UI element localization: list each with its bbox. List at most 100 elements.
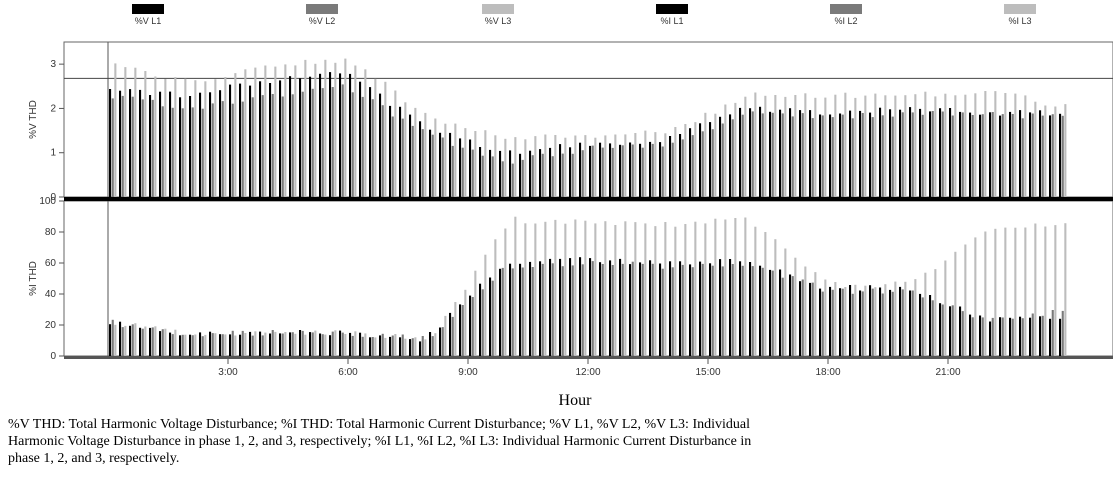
- bar--i-l3: [434, 333, 437, 356]
- bar--v-l3: [1054, 106, 1057, 197]
- bar--v-l1: [309, 76, 312, 197]
- bar--i-l2: [251, 335, 254, 356]
- bar--v-l3: [314, 63, 317, 197]
- bar--v-l3: [444, 123, 447, 197]
- bar--v-l1: [689, 128, 692, 197]
- bar--v-l3: [254, 67, 257, 197]
- bar--v-l2: [481, 155, 484, 197]
- bar--v-l3: [494, 135, 497, 197]
- legend-swatch: [1004, 4, 1036, 14]
- bar--i-l1: [129, 325, 132, 356]
- bar--i-l1: [379, 335, 382, 356]
- x-tick-label: 6:00: [338, 367, 358, 378]
- bar--v-l2: [261, 95, 264, 197]
- bar--i-l1: [979, 315, 982, 356]
- bar--v-l1: [549, 147, 552, 197]
- bar--i-l3: [524, 223, 527, 356]
- bar--i-l1: [909, 290, 912, 356]
- bar--v-l1: [839, 113, 842, 197]
- bar--v-l2: [581, 150, 584, 197]
- bar--i-l2: [861, 291, 864, 356]
- bar--v-l1: [719, 116, 722, 197]
- bar--v-l2: [551, 156, 554, 197]
- bar--v-l1: [149, 95, 152, 197]
- bar--i-l2: [831, 289, 834, 356]
- bar--i-l3: [764, 232, 767, 356]
- bar--v-l3: [664, 133, 667, 197]
- bar--v-l2: [641, 147, 644, 197]
- bar--i-l2: [561, 266, 564, 356]
- bar--v-l3: [394, 90, 397, 197]
- bar--i-l2: [651, 263, 654, 356]
- y-axis-title: %I THD: [28, 261, 39, 296]
- bar--v-l3: [744, 96, 747, 197]
- bar--v-l2: [891, 116, 894, 197]
- bar--v-l3: [124, 67, 127, 197]
- bar--i-l2: [541, 263, 544, 356]
- bar--v-l3: [434, 118, 437, 197]
- bar--v-l2: [151, 99, 154, 197]
- bar--i-l3: [964, 244, 967, 356]
- bar--v-l2: [701, 131, 704, 197]
- bar--v-l1: [669, 136, 672, 197]
- bar--i-l3: [914, 279, 917, 356]
- bar--i-l1: [279, 333, 282, 356]
- bar--i-l3: [444, 315, 447, 356]
- bar--v-l1: [639, 143, 642, 197]
- bar--i-l3: [344, 334, 347, 356]
- bar--v-l3: [694, 122, 697, 197]
- bar--v-l3: [414, 107, 417, 197]
- bar--i-l1: [1009, 317, 1012, 356]
- bar--i-l2: [481, 289, 484, 356]
- bar--v-l3: [914, 94, 917, 197]
- bar--i-l1: [609, 260, 612, 356]
- bar--v-l2: [441, 137, 444, 197]
- bar--v-l3: [404, 102, 407, 197]
- bar--v-l1: [439, 132, 442, 197]
- bar--v-l1: [979, 114, 982, 197]
- bar--i-l2: [331, 331, 334, 356]
- bar--i-l1: [159, 331, 162, 356]
- bar--v-l2: [231, 103, 234, 197]
- bar--i-l1: [529, 261, 532, 356]
- bar--i-l1: [249, 331, 252, 356]
- bar--v-l2: [411, 125, 414, 197]
- bar--i-l1: [799, 281, 802, 356]
- bar--i-l1: [309, 332, 312, 356]
- bar--i-l1: [969, 314, 972, 356]
- bar--v-l3: [174, 77, 177, 197]
- bar--i-l1: [769, 269, 772, 356]
- y-tick-label: 20: [45, 320, 57, 331]
- legend-item: %V L3: [458, 4, 538, 26]
- bar--v-l3: [974, 93, 977, 197]
- bar--i-l1: [449, 312, 452, 356]
- bar--i-l3: [724, 219, 727, 356]
- bar--i-l2: [551, 263, 554, 356]
- bar--i-l2: [611, 265, 614, 356]
- x-tick-label: 15:00: [695, 367, 720, 378]
- bar--i-l3: [274, 331, 277, 356]
- bar--i-l1: [719, 259, 722, 356]
- y-tick-label: 3: [50, 59, 56, 70]
- bar--i-l3: [974, 237, 977, 356]
- bar--i-l2: [881, 293, 884, 356]
- panel-separator: [64, 197, 1113, 201]
- bar--v-l2: [501, 161, 504, 197]
- bar--i-l3: [374, 337, 377, 356]
- bar--v-l3: [994, 91, 997, 197]
- bar--v-l2: [821, 115, 824, 197]
- bar--v-l2: [491, 156, 494, 197]
- bar--i-l3: [754, 226, 757, 356]
- y-tick-label: 60: [45, 258, 57, 269]
- bar--i-l3: [194, 334, 197, 356]
- legend-label: %I L3: [1008, 16, 1032, 26]
- bar--i-l3: [674, 226, 677, 356]
- bar--v-l3: [834, 94, 837, 197]
- x-tick-label: 3:00: [218, 367, 238, 378]
- bar--i-l3: [1044, 226, 1047, 356]
- bar--v-l2: [1001, 114, 1004, 197]
- bar--v-l1: [869, 112, 872, 197]
- bar--v-l3: [164, 79, 167, 197]
- bar--v-l3: [134, 67, 137, 197]
- bar--v-l1: [1049, 115, 1052, 197]
